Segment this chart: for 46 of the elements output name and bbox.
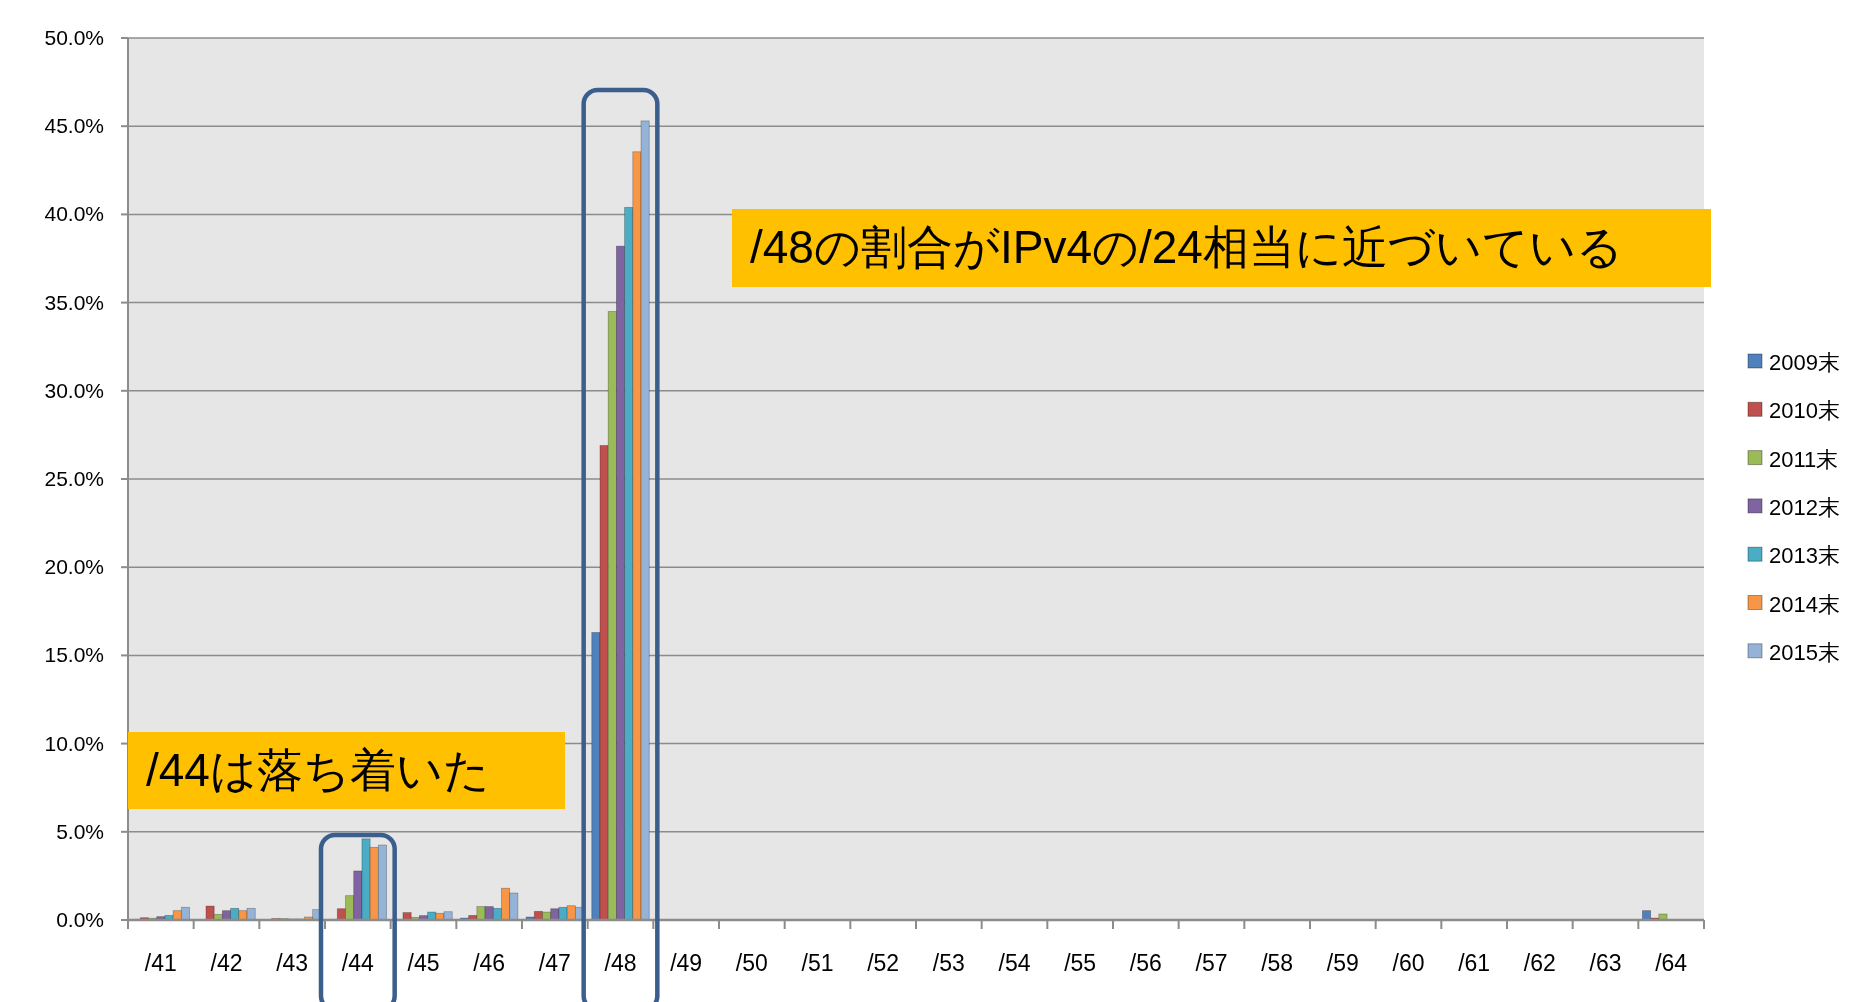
legend-label: 2015末 <box>1769 639 1840 665</box>
x-tick-label: /58 <box>1261 950 1294 976</box>
legend-label: 2014末 <box>1769 591 1840 617</box>
y-tick-label: 15.0% <box>44 643 104 667</box>
annotation: /44は落ち着いた <box>146 743 490 796</box>
x-tick-label: /62 <box>1523 950 1556 976</box>
x-tick-label: /64 <box>1655 950 1688 976</box>
legend-label: 2013末 <box>1769 543 1840 569</box>
annotation: /44は落ち着いた <box>128 732 565 809</box>
y-tick-label: 50.0% <box>44 26 104 49</box>
y-tick-label: 25.0% <box>44 467 104 490</box>
x-tick-label: /49 <box>670 950 703 976</box>
x-tick-label: /54 <box>998 950 1031 976</box>
x-tick-label: /56 <box>1129 950 1162 976</box>
x-tick-label: /44 <box>341 950 375 976</box>
x-tick-label: /48 <box>604 950 637 976</box>
legend-label: 2009末 <box>1769 350 1840 375</box>
y-tick-label: 10.0% <box>44 731 104 755</box>
y-tick-label: 45.0% <box>44 114 104 138</box>
annotation: /48の割合がIPv4の/24相当に近づいている <box>750 221 1623 273</box>
x-tick-label: /42 <box>210 950 243 976</box>
x-tick-label: /53 <box>932 950 965 976</box>
legend-label: 2011末 <box>1769 446 1839 472</box>
x-tick-label: /46 <box>473 950 506 976</box>
y-tick-label: 35.0% <box>44 290 104 314</box>
legend-label: 2010末 <box>1769 398 1840 424</box>
x-tick-label: /41 <box>144 950 177 976</box>
x-tick-label: /57 <box>1195 950 1228 976</box>
x-tick-label: /47 <box>538 950 571 976</box>
x-tick-label: /43 <box>276 950 309 976</box>
x-tick-label: /51 <box>801 950 834 976</box>
y-tick-label: 5.0% <box>56 819 104 843</box>
y-tick-label: 0.0% <box>56 908 104 931</box>
annotation: /48の割合がIPv4の/24相当に近づいている <box>732 209 1711 287</box>
x-tick-label: /52 <box>867 950 900 976</box>
x-tick-label: /60 <box>1392 950 1425 976</box>
x-tick-label: /50 <box>735 950 768 976</box>
y-tick-label: 30.0% <box>44 378 104 402</box>
x-tick-label: /63 <box>1589 950 1622 976</box>
x-tick-label: /45 <box>407 950 440 976</box>
x-tick-label: /55 <box>1064 950 1097 976</box>
legend-label: 2012末 <box>1769 494 1840 520</box>
x-tick-label: /59 <box>1326 950 1359 976</box>
x-tick-label: /61 <box>1458 950 1491 976</box>
y-tick-label: 20.0% <box>44 555 104 579</box>
y-tick-label: 40.0% <box>44 202 104 226</box>
